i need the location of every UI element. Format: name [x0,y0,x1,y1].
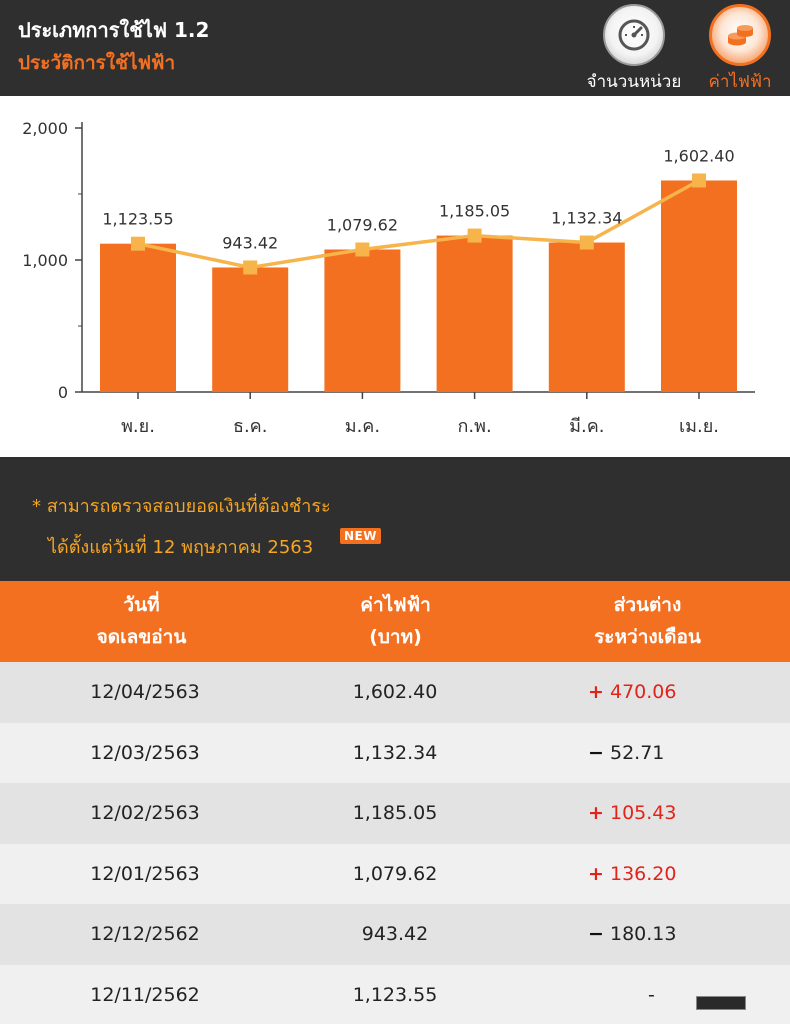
y-tick-label: 0 [58,383,68,402]
history-table-header: วันที่ จดเลขอ่าน ค่าไฟฟ้า (บาท) ส่วนต่าง… [0,581,790,662]
row-diff: +105.43 [588,783,748,844]
x-tick-label: พ.ย. [121,416,155,437]
row-date: 12/04/2563 [90,681,200,703]
row-date: 12/02/2563 [90,802,200,824]
row-cost: 1,185.05 [352,802,438,824]
history-table-body: 12/04/2563 1,602.40 +470.06 12/03/2563 1… [0,662,790,1024]
data-label: 1,079.62 [327,215,398,234]
row-cost: 1,602.40 [352,681,438,703]
column-header-cost: ค่าไฟฟ้า (บาท) [264,589,527,653]
trend-line [137,178,700,270]
column-header-diff-line2: ระหว่างเดือน [594,626,701,648]
x-tick-label: ก.พ. [457,416,491,437]
units-toggle-button[interactable]: จำนวนหน่วย [584,4,684,95]
bar [324,249,401,392]
speedometer-icon [603,4,665,66]
row-diff: +470.06 [588,662,748,723]
column-header-cost-line1: ค่าไฟฟ้า [360,594,431,616]
new-badge: NEW [340,528,381,544]
watermark-logo [696,996,746,1010]
column-header-diff: ส่วนต่าง ระหว่างเดือน [516,589,779,653]
x-tick-label: ธ.ค. [233,416,267,437]
row-diff: −52.71 [588,723,748,784]
row-date: 12/01/2563 [90,862,200,885]
line-point [692,173,706,188]
bar [100,243,176,392]
row-date: 12/12/2562 [90,923,200,945]
decrease-sign-icon: − [588,741,604,764]
row-date: 12/03/2563 [90,741,200,764]
column-header-cost-line2: (บาท) [369,626,422,648]
increase-sign-icon: + [588,862,604,885]
row-diff-value: - [648,983,655,1006]
bar [212,267,289,392]
data-label: 1,123.55 [102,210,173,229]
row-diff-value: 180.13 [610,923,677,945]
cost-toggle-button[interactable]: ค่าไฟฟ้า [690,4,790,95]
line-point [243,260,258,275]
row-diff-value: 136.20 [610,862,677,885]
row-cost: 1,132.34 [352,741,438,764]
table-row: 12/02/2563 1,185.05 +105.43 [0,783,790,844]
table-row: 12/01/2563 1,079.62 +136.20 [0,843,790,905]
row-diff-value: 105.43 [610,802,677,824]
line-point [131,236,145,251]
table-row: 12/04/2563 1,602.40 +470.06 [0,662,790,723]
notice-text-line2: ได้ตั้งแต่วันที่ 12 พฤษภาคม 2563 [48,537,314,558]
line-point [355,242,370,257]
units-button-label: จำนวนหน่วย [586,72,682,92]
x-tick-label: มี.ค. [569,416,604,437]
table-row: 12/03/2563 1,132.34 −52.71 [0,722,790,784]
row-diff: −180.13 [588,904,748,965]
column-header-date-line1: วันที่ [123,594,160,616]
line-point [467,228,482,243]
app-header: ประเภทการใช้ไฟ 1.2 ประวัติการใช้ไฟฟ้า จำ… [0,0,790,96]
row-diff: - [588,965,748,1024]
y-tick-label: 1,000 [22,251,68,270]
page-subtitle: ประวัติการใช้ไฟฟ้า [18,52,176,74]
x-tick-label: ม.ค. [345,416,380,437]
x-tick-label: เม.ย. [679,416,719,437]
coins-icon [709,4,771,66]
column-header-diff-line1: ส่วนต่าง [613,594,682,616]
decrease-sign-icon: − [588,923,604,945]
data-label: 943.42 [222,233,278,252]
table-row: 12/11/2562 1,123.55 - [0,964,790,1024]
table-row: 12/12/2562 943.42 −180.13 [0,904,790,965]
column-header-date: วันที่ จดเลขอ่าน [10,589,273,653]
bar [436,235,513,392]
increase-sign-icon: + [588,681,604,703]
row-diff-value: 52.71 [610,741,665,764]
data-label: 1,602.40 [663,146,734,165]
page-title: ประเภทการใช้ไฟ 1.2 [18,18,210,42]
column-header-date-line2: จดเลขอ่าน [96,626,187,648]
row-cost: 943.42 [361,923,429,945]
row-cost: 1,123.55 [352,983,438,1006]
cost-bar-line-chart: 0 1,000 2,000 พ.ย. ธ.ค. ม.ค. ก.พ. มี.ค. เม.ย. 1,1… [22,119,755,437]
row-diff: +136.20 [588,844,748,905]
payment-notice: * สามารถตรวจสอบยอดเงินที่ต้องชำระ ได้ตั้… [0,457,790,581]
row-cost: 1,079.62 [352,862,438,885]
bar [548,242,625,392]
row-date: 12/11/2562 [90,983,200,1006]
line-point [579,235,594,250]
cost-button-label: ค่าไฟฟ้า [708,72,772,92]
usage-chart: 0 1,000 2,000 พ.ย. ธ.ค. ม.ค. ก.พ. มี.ค. เม.ย. 1,1… [0,96,790,457]
row-diff-value: 470.06 [610,681,677,703]
bar [661,180,737,392]
y-tick-label: 2,000 [22,119,68,138]
increase-sign-icon: + [588,802,604,824]
data-label: 1,185.05 [439,202,510,221]
data-label: 1,132.34 [551,209,622,228]
notice-text-line1: * สามารถตรวจสอบยอดเงินที่ต้องชำระ [32,496,331,517]
